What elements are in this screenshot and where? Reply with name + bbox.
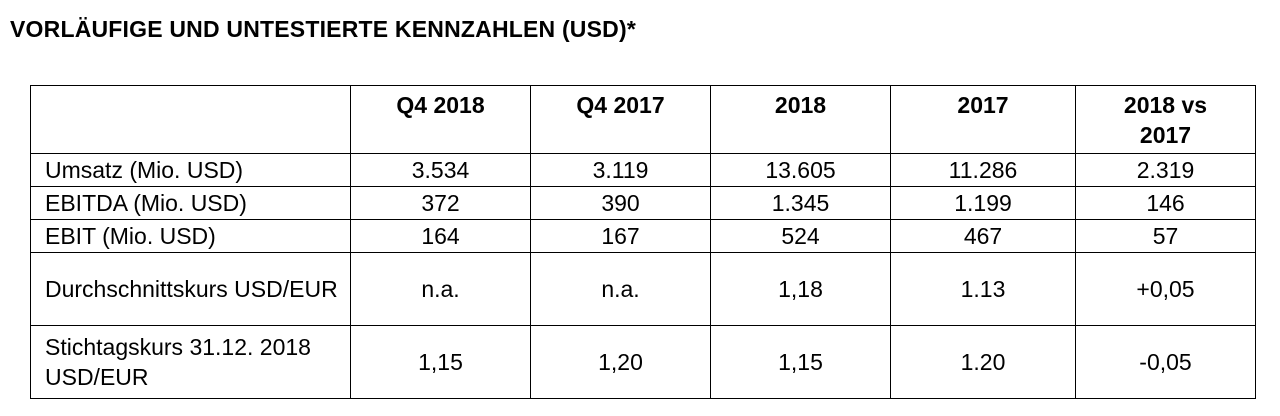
value-cell: 11.286	[890, 153, 1076, 187]
title: VORLÄUFIGE UND UNTESTIERTE KENNZAHLEN (U…	[10, 16, 636, 42]
value-cell: 1.13	[890, 252, 1076, 326]
header-row: Q4 2018 Q4 2017 2018 2017 2018 vs 2017	[30, 85, 1256, 154]
value-cell: 164	[350, 219, 531, 253]
value-cell: 1.20	[890, 325, 1076, 399]
value-cell: 3.119	[530, 153, 711, 187]
column-header: 2018	[710, 85, 891, 154]
table-row: Umsatz (Mio. USD) 3.534 3.119 13.605 11.286 2…	[30, 153, 1256, 187]
value-cell: 1,15	[710, 325, 891, 399]
value-cell: 1,18	[710, 252, 891, 326]
value-cell: 467	[890, 219, 1076, 253]
value-cell: 167	[530, 219, 711, 253]
value-cell: 1,15	[350, 325, 531, 399]
value-cell: n.a.	[350, 252, 531, 326]
column-header: 2018 vs 2017	[1075, 85, 1256, 154]
row-label: Umsatz (Mio. USD)	[30, 153, 351, 187]
column-header: 2017	[890, 85, 1076, 154]
value-cell: n.a.	[530, 252, 711, 326]
kennzahlen-table: Q4 2018 Q4 2017 2018 2017 2018 vs 2017 Umsat…	[30, 85, 1256, 399]
value-cell: 1,20	[530, 325, 711, 399]
row-label: Durchschnittskurs USD/EUR	[30, 252, 351, 326]
corner-cell	[30, 85, 351, 154]
table-row: EBITDA (Mio. USD) 372 390 1.345 1.199 146	[30, 186, 1256, 220]
row-label: EBITDA (Mio. USD)	[30, 186, 351, 220]
table-row: Stichtagskurs 31.12. 2018 USD/EUR 1,15 1,2…	[30, 325, 1256, 399]
value-cell: 3.534	[350, 153, 531, 187]
table-body: Umsatz (Mio. USD) 3.534 3.119 13.605 11.286 2…	[30, 153, 1256, 399]
value-cell: 1.345	[710, 186, 891, 220]
value-cell: 390	[530, 186, 711, 220]
value-cell: 372	[350, 186, 531, 220]
value-cell: 524	[710, 219, 891, 253]
table-row: EBIT (Mio. USD) 164 167 524 467 57	[30, 219, 1256, 253]
value-cell: 146	[1075, 186, 1256, 220]
row-label: Stichtagskurs 31.12. 2018 USD/EUR	[30, 325, 351, 399]
column-header: Q4 2017	[530, 85, 711, 154]
value-cell: 57	[1075, 219, 1256, 253]
row-label: EBIT (Mio. USD)	[30, 219, 351, 253]
value-cell: +0,05	[1075, 252, 1256, 326]
value-cell: 1.199	[890, 186, 1076, 220]
value-cell: -0,05	[1075, 325, 1256, 399]
column-header: Q4 2018	[350, 85, 531, 154]
table-row: Durchschnittskurs USD/EUR n.a. n.a. 1,18 1.1…	[30, 252, 1256, 326]
value-cell: 2.319	[1075, 153, 1256, 187]
value-cell: 13.605	[710, 153, 891, 187]
